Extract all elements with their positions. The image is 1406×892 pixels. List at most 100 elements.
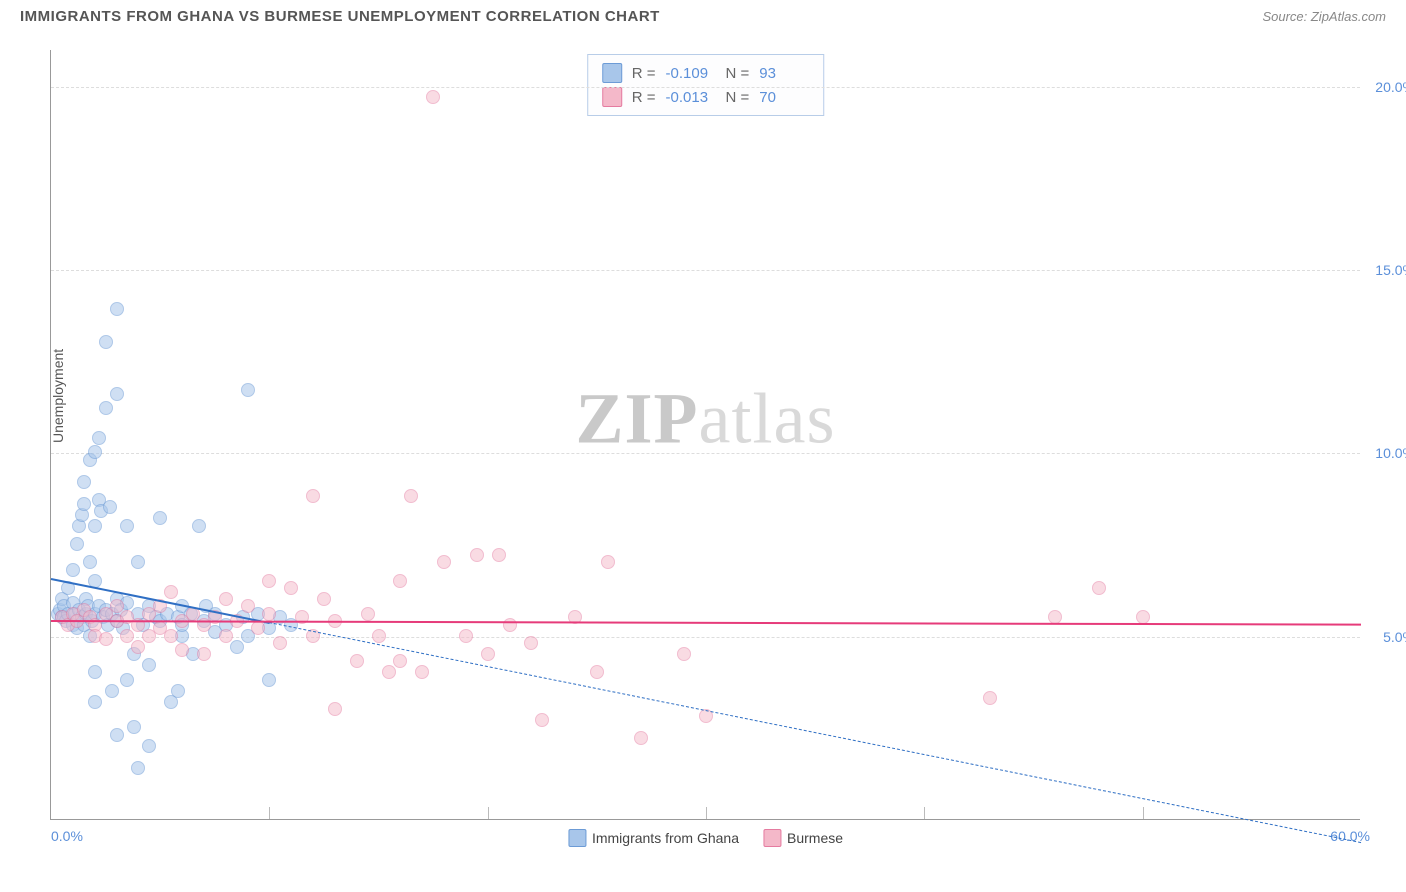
scatter-chart: ZIPatlas Unemployment 0.0% 60.0% R = -0.… <box>50 50 1360 820</box>
data-point <box>142 658 156 672</box>
data-point <box>492 548 506 562</box>
y-tick-label: 5.0% <box>1365 629 1406 645</box>
data-point <box>328 702 342 716</box>
series-legend: Immigrants from Ghana Burmese <box>568 829 843 847</box>
data-point <box>110 387 124 401</box>
data-point <box>110 302 124 316</box>
data-point <box>262 607 276 621</box>
data-point <box>120 629 134 643</box>
data-point <box>262 574 276 588</box>
watermark: ZIPatlas <box>576 378 836 461</box>
y-tick-label: 10.0% <box>1365 445 1406 461</box>
data-point <box>393 574 407 588</box>
x-tick <box>706 807 707 819</box>
stats-legend-row: R = -0.013 N = 70 <box>602 85 810 109</box>
data-point <box>372 629 386 643</box>
legend-item-ghana: Immigrants from Ghana <box>568 829 739 847</box>
r-value-ghana: -0.109 <box>666 65 716 82</box>
data-point <box>127 720 141 734</box>
data-point <box>142 739 156 753</box>
stats-legend-row: R = -0.109 N = 93 <box>602 61 810 85</box>
data-point <box>83 555 97 569</box>
data-point <box>192 519 206 533</box>
data-point <box>317 592 331 606</box>
data-point <box>983 691 997 705</box>
data-point <box>677 647 691 661</box>
data-point <box>306 489 320 503</box>
n-label: N = <box>726 89 750 106</box>
data-point <box>197 647 211 661</box>
data-point <box>66 563 80 577</box>
data-point <box>1092 581 1106 595</box>
y-tick-label: 20.0% <box>1365 79 1406 95</box>
data-point <box>241 599 255 613</box>
grid-line <box>51 87 1360 88</box>
data-point <box>171 684 185 698</box>
data-point <box>77 475 91 489</box>
data-point <box>88 695 102 709</box>
data-point <box>382 665 396 679</box>
source-attribution: Source: ZipAtlas.com <box>1262 9 1386 24</box>
data-point <box>251 621 265 635</box>
x-tick <box>1143 807 1144 819</box>
data-point <box>175 643 189 657</box>
data-point <box>230 640 244 654</box>
data-point <box>92 431 106 445</box>
data-point <box>601 555 615 569</box>
r-value-burmese: -0.013 <box>666 89 716 106</box>
legend-swatch-burmese <box>602 87 622 107</box>
legend-swatch-ghana <box>602 63 622 83</box>
data-point <box>524 636 538 650</box>
data-point <box>426 90 440 104</box>
legend-label: Burmese <box>787 830 843 846</box>
data-point <box>437 555 451 569</box>
data-point <box>99 632 113 646</box>
data-point <box>99 335 113 349</box>
data-point <box>88 445 102 459</box>
x-tick <box>269 807 270 819</box>
chart-header: IMMIGRANTS FROM GHANA VS BURMESE UNEMPLO… <box>0 0 1406 33</box>
data-point <box>535 713 549 727</box>
r-label: R = <box>632 89 656 106</box>
n-value-burmese: 70 <box>759 89 809 106</box>
data-point <box>164 629 178 643</box>
legend-label: Immigrants from Ghana <box>592 830 739 846</box>
data-point <box>503 618 517 632</box>
legend-item-burmese: Burmese <box>763 829 843 847</box>
data-point <box>470 548 484 562</box>
data-point <box>110 599 124 613</box>
n-label: N = <box>726 65 750 82</box>
data-point <box>219 592 233 606</box>
x-max-label: 60.0% <box>1330 828 1370 844</box>
data-point <box>99 401 113 415</box>
data-point <box>153 511 167 525</box>
data-point <box>393 654 407 668</box>
data-point <box>241 383 255 397</box>
data-point <box>103 500 117 514</box>
grid-line <box>51 270 1360 271</box>
data-point <box>481 647 495 661</box>
data-point <box>262 673 276 687</box>
data-point <box>404 489 418 503</box>
data-point <box>120 519 134 533</box>
data-point <box>120 673 134 687</box>
data-point <box>131 555 145 569</box>
data-point <box>110 728 124 742</box>
data-point <box>350 654 364 668</box>
data-point <box>105 684 119 698</box>
legend-swatch-burmese <box>763 829 781 847</box>
x-min-label: 0.0% <box>51 828 83 844</box>
data-point <box>634 731 648 745</box>
x-tick <box>488 807 489 819</box>
n-value-ghana: 93 <box>759 65 809 82</box>
data-point <box>219 629 233 643</box>
y-axis-label: Unemployment <box>50 348 66 442</box>
x-tick <box>924 807 925 819</box>
regression-line <box>269 622 1361 843</box>
data-point <box>415 665 429 679</box>
data-point <box>77 497 91 511</box>
data-point <box>284 581 298 595</box>
grid-line <box>51 453 1360 454</box>
data-point <box>459 629 473 643</box>
data-point <box>131 640 145 654</box>
